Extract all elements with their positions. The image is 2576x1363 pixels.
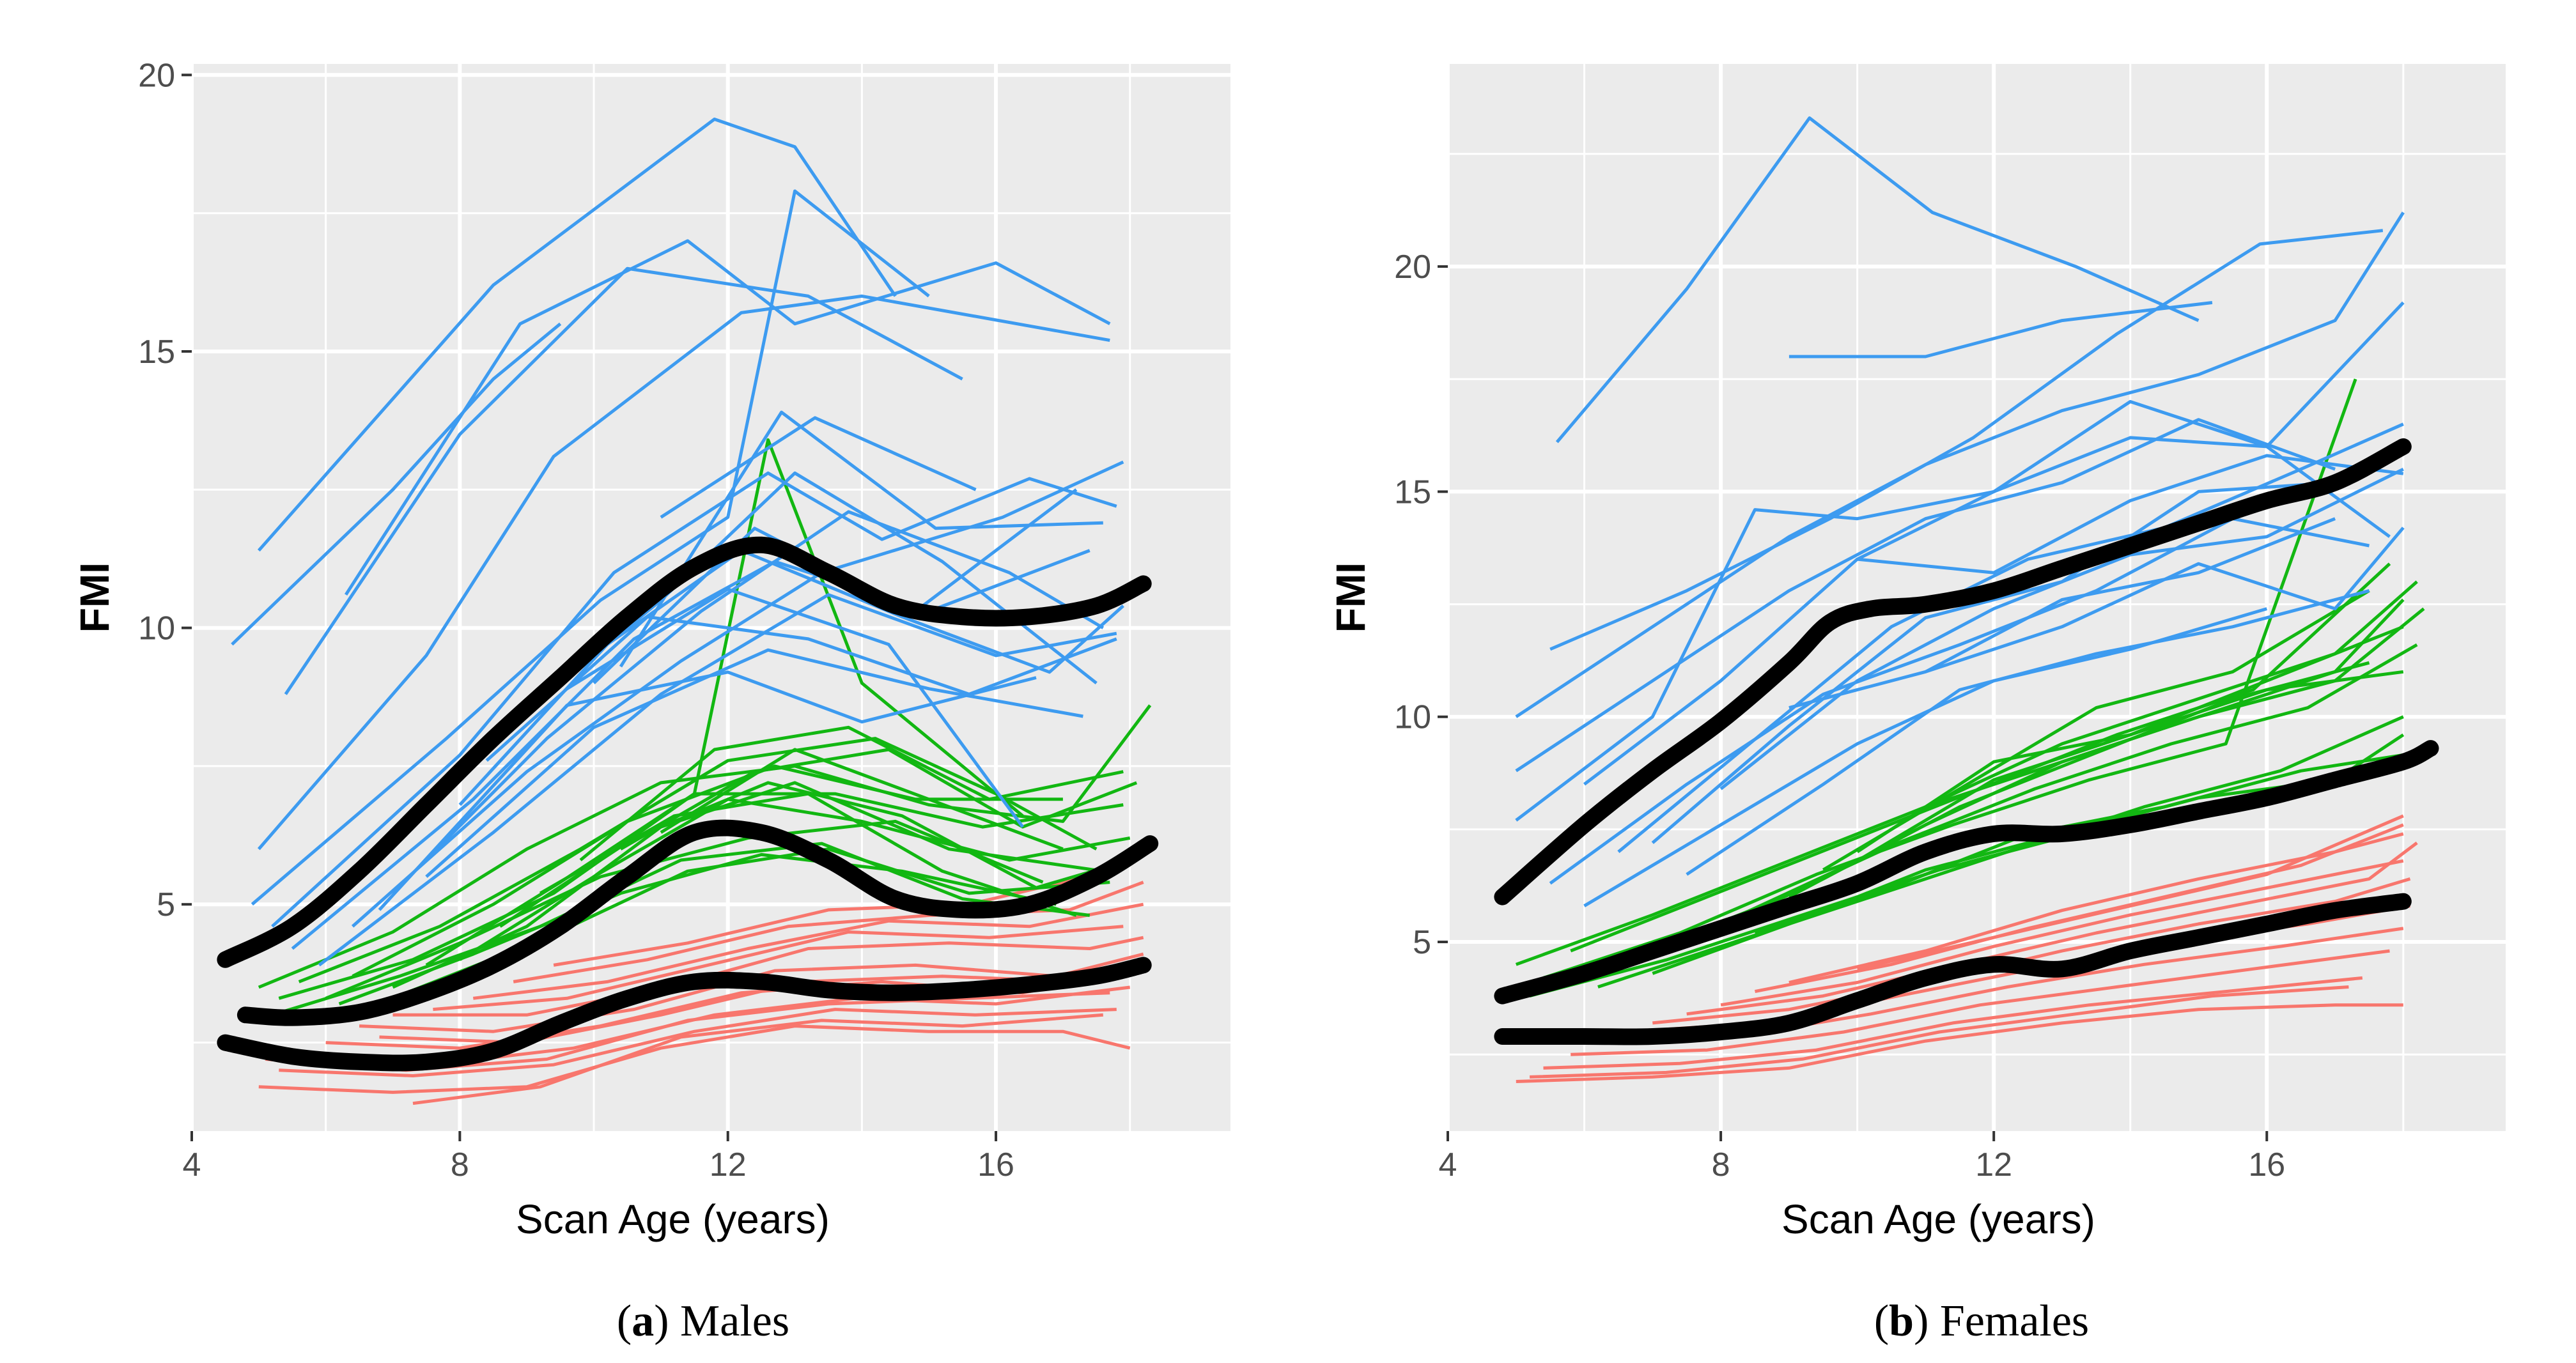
trajectory-mid [459, 797, 1131, 961]
trajectory-low [412, 1013, 1103, 1105]
trajectory-high [425, 648, 1083, 878]
trajectory-low [1543, 976, 2363, 1070]
trajectory-high [1555, 116, 2200, 443]
trajectory-mid [298, 737, 1098, 983]
y-axis-title: FMI [72, 562, 118, 633]
trajectory-mid [425, 792, 1124, 967]
trajectory-low [513, 881, 1144, 983]
trajectory-low [392, 936, 1144, 1017]
trajectory-high [351, 460, 1124, 928]
caption-text: Females [1939, 1297, 2090, 1346]
caption-females: (b) Females [1874, 1297, 2090, 1346]
trajectory-high [378, 670, 1037, 911]
y-tick-label: 20 [1394, 249, 1431, 286]
plot-area [1494, 116, 2439, 1083]
y-tick-label: 5 [1413, 924, 1431, 961]
x-axis-title: Scan Age (years) [516, 1196, 830, 1242]
panel-males: 4 8 12 16 5 10 15 20 Scan Age (years) FMI [72, 57, 1230, 1242]
y-tick-label: 5 [157, 886, 175, 923]
centile-curve-3 [1494, 893, 2412, 1045]
trajectory-mid [272, 842, 1090, 1017]
trajectory-high [566, 587, 1025, 828]
trajectory-low [553, 869, 1110, 967]
trajectory-high [231, 322, 562, 646]
trajectory-high [1515, 436, 2391, 822]
trajectory-mid [660, 748, 1064, 851]
trajectory-high [1515, 212, 2405, 718]
y-tick-label: 10 [138, 610, 175, 647]
centile-curve-2 [1494, 740, 2439, 1005]
trajectory-mid [539, 792, 1077, 917]
plot-area [217, 118, 1159, 1105]
centile-curve-1 [1494, 438, 2412, 905]
trajectory-high [257, 118, 897, 552]
trajectory-mid [1542, 378, 2357, 980]
trajectory-high [1719, 467, 2404, 790]
trajectory-mid [325, 819, 1044, 1000]
trajectory-low [279, 1008, 1117, 1077]
trajectory-high [1515, 418, 2336, 773]
trajectory-low [1857, 814, 2404, 971]
trajectory-high [619, 410, 1103, 668]
trajectory-high [391, 510, 1105, 895]
trajectory-high [251, 189, 930, 906]
x-tick-label: 12 [1975, 1146, 2012, 1183]
trajectory-low [472, 902, 1144, 1000]
trajectory-mid [579, 725, 1124, 861]
trajectory-high [1788, 301, 2213, 358]
trajectory-high [291, 549, 1090, 950]
trajectory-low [1686, 842, 2418, 1016]
caption-letter: a [632, 1297, 655, 1346]
trajectory-mid [619, 748, 1138, 851]
centile-curve-2 [237, 819, 1159, 1026]
trajectory-high [257, 294, 1110, 851]
y-tick-label: 15 [1394, 474, 1431, 511]
trajectory-low [433, 925, 1124, 1012]
trajectory-high [271, 471, 1117, 928]
x-tick-label: 4 [1439, 1146, 1457, 1183]
trajectory-low [1720, 859, 2404, 1007]
y-tick-label: 15 [138, 334, 175, 371]
caption-males: (a) Males [616, 1297, 790, 1346]
x-tick-label: 8 [1712, 1146, 1730, 1183]
caption-letter: b [1889, 1297, 1914, 1346]
y-tick-label: 20 [138, 57, 175, 94]
trajectory-mid [338, 852, 1057, 1006]
x-tick-label: 4 [183, 1146, 201, 1183]
trajectory-low [258, 1024, 1131, 1094]
panel-females: 4 8 12 16 5 10 15 20 Scan Age (years) FMI [1328, 64, 2506, 1242]
x-tick-label: 8 [451, 1146, 469, 1183]
trajectory-high [1651, 481, 2336, 844]
trajectory-high [1925, 527, 2405, 674]
trajectory-high [1549, 229, 2384, 651]
trajectory-low [1516, 1003, 2403, 1083]
trajectory-high [318, 593, 1117, 967]
trajectory-high [1857, 454, 2404, 574]
trajectory-low [1571, 949, 2390, 1056]
centile-curve-1 [217, 536, 1152, 968]
trajectory-low [1652, 877, 2411, 1025]
x-axis-title: Scan Age (years) [1781, 1196, 2095, 1242]
trajectory-mid [392, 781, 1104, 989]
trajectory-high [344, 239, 1111, 596]
trajectory-high [660, 416, 977, 519]
y-axis-title: FMI [1328, 562, 1374, 633]
centile-curve-3 [217, 957, 1152, 1072]
trajectory-high [1686, 589, 2370, 876]
trajectory-low [1530, 985, 2349, 1079]
caption-text: Males [680, 1297, 790, 1346]
trajectory-mid [1788, 598, 2405, 898]
trajectory-high [284, 266, 963, 695]
trajectory-high [1788, 517, 2336, 710]
x-tick-label: 16 [977, 1146, 1014, 1183]
x-tick-label: 16 [2248, 1146, 2285, 1183]
trajectory-mid [1925, 580, 2418, 808]
y-tick-label: 10 [1394, 699, 1431, 736]
x-tick-label: 12 [710, 1146, 747, 1183]
trajectory-mid [1856, 670, 2404, 854]
trajectory-high [485, 615, 1117, 762]
trajectory-low [1788, 832, 2404, 984]
trajectory-mid [1754, 751, 2417, 935]
